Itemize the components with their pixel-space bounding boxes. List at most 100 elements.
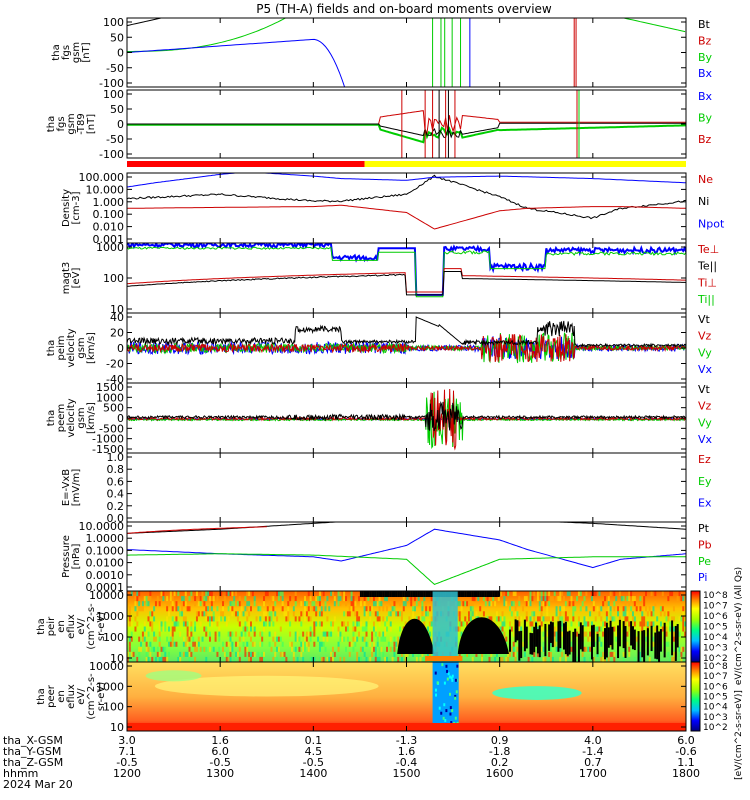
spectrogram-cell: [279, 591, 282, 597]
spectrogram-cell: [281, 656, 284, 662]
spectrogram-cell: [559, 620, 562, 649]
spectrogram-cell: [495, 616, 498, 622]
spectrogram-cell: [585, 591, 588, 597]
legend-peem-velocity-0: Vt: [698, 383, 711, 396]
spectrogram-cell: [128, 641, 131, 647]
spectrogram-cell: [494, 656, 497, 662]
spectrogram-cell: [153, 646, 156, 652]
spectrogram-cell: [577, 621, 580, 627]
spectrogram-cell: [173, 591, 176, 597]
spectrogram-cell: [158, 641, 161, 647]
spectrogram-cell: [182, 621, 185, 627]
spectrogram-cell: [339, 636, 342, 642]
y-tick-label: 1500: [96, 381, 124, 394]
spectrogram-cell: [656, 656, 659, 662]
spectrogram-cell: [371, 651, 374, 657]
ylabel-line: eflux: [66, 614, 77, 639]
spectrogram-cell: [363, 601, 366, 607]
spectrogram-cell: [527, 656, 530, 662]
xaxis-value-x: -1.3: [396, 734, 417, 747]
spectrogram-cell: [602, 651, 605, 657]
spectrogram-cell: [564, 601, 567, 607]
spectrogram-cell: [607, 656, 610, 662]
spectrogram-cell: [268, 611, 271, 617]
spectrogram-cell: [169, 591, 172, 597]
spectrogram-cell: [464, 651, 467, 657]
spectrogram-cell: [294, 601, 297, 607]
spectrogram-cell: [682, 646, 685, 652]
spectrogram-cell: [447, 672, 450, 676]
spectrogram-cell: [389, 646, 392, 652]
spectrogram-cell: [136, 596, 139, 602]
panel-pressure: 10.00001.00000.10000.01000.00100.0001Pre…: [61, 520, 712, 594]
spectrogram-cell: [654, 601, 657, 607]
panel-ylabel: tha peim velocity gsm [km/s]: [46, 328, 97, 367]
spectrogram-cell: [324, 596, 327, 602]
spectrogram-cell: [205, 616, 208, 622]
spectrogram-cell: [516, 620, 519, 641]
spectrogram-cell: [652, 621, 655, 627]
spectrogram-cell: [164, 656, 167, 662]
spectrogram-cell: [289, 631, 292, 637]
spectrogram-cell: [460, 591, 463, 597]
spectrogram-cell: [236, 651, 239, 657]
spectrogram-cell: [518, 631, 521, 661]
y-tick-label: 40: [110, 311, 124, 324]
spectrogram-cell: [404, 621, 407, 627]
spectrogram-cell: [242, 626, 245, 632]
spectrogram-cell: [188, 651, 191, 657]
spectrogram-cell: [561, 631, 564, 637]
spectrogram-cell: [298, 646, 301, 652]
legend-density-2: Npot: [698, 217, 725, 230]
xaxis-value-z: -0.4: [396, 756, 417, 769]
spectrogram-cell: [417, 601, 420, 607]
y-tick-label: 0.100: [93, 208, 125, 221]
spectrogram-cell: [600, 641, 603, 647]
spectrogram-cell: [684, 621, 686, 627]
spectrogram-cell: [646, 611, 649, 617]
spectrogram-cell: [259, 631, 262, 637]
spectrogram-cell: [572, 606, 575, 612]
spectrogram-cell: [201, 596, 204, 602]
spectrogram-cell: [194, 621, 197, 627]
spectrogram-cell: [186, 621, 189, 627]
spectrogram-cell: [263, 611, 266, 617]
spectrogram-cell: [208, 631, 211, 637]
spectrogram-cell: [538, 616, 541, 622]
spectrogram-cell: [216, 621, 219, 627]
spectrogram-cell: [600, 651, 603, 657]
spectrogram-cell: [561, 606, 564, 612]
spectrogram-cell: [553, 591, 556, 597]
spectrogram-cell: [287, 606, 290, 612]
spectrogram-cell: [456, 626, 459, 632]
spectrogram-cell: [594, 626, 597, 632]
spectrogram-cell: [643, 616, 646, 622]
colorbar-tick-label: 10^8: [703, 591, 728, 601]
y-tick-label: 1.0000: [86, 532, 125, 545]
spectrogram-cell: [166, 606, 169, 612]
spectrogram-cell: [167, 641, 170, 647]
spectrogram-cell: [508, 626, 511, 632]
spectrogram-cell: [376, 636, 379, 642]
spectrogram-cell: [231, 611, 234, 617]
spectrogram-cell: [656, 625, 659, 660]
spectrogram-cell: [645, 606, 648, 612]
spectrogram-cell: [469, 616, 472, 622]
spectrogram-cell: [343, 591, 346, 597]
legend-temperature-2: Ti⊥: [697, 276, 717, 289]
spectrogram-cell: [542, 631, 545, 637]
spectrogram-cell: [624, 606, 627, 612]
spectrogram-cell: [257, 651, 260, 657]
spectrogram-cell: [184, 596, 187, 602]
spectrogram-feature: [154, 675, 379, 697]
spectrogram-cell: [337, 626, 340, 632]
spectrogram-cell: [128, 646, 131, 652]
spectrogram-cell: [426, 626, 429, 632]
spectrogram-cell: [197, 601, 200, 607]
spectrogram-cell: [210, 601, 213, 607]
spectrogram-cell: [320, 606, 323, 612]
spectrogram-cell: [587, 646, 590, 652]
spectrogram-cell: [423, 616, 426, 622]
spectrogram-cell: [186, 641, 189, 647]
spectrogram-cell: [378, 596, 381, 602]
